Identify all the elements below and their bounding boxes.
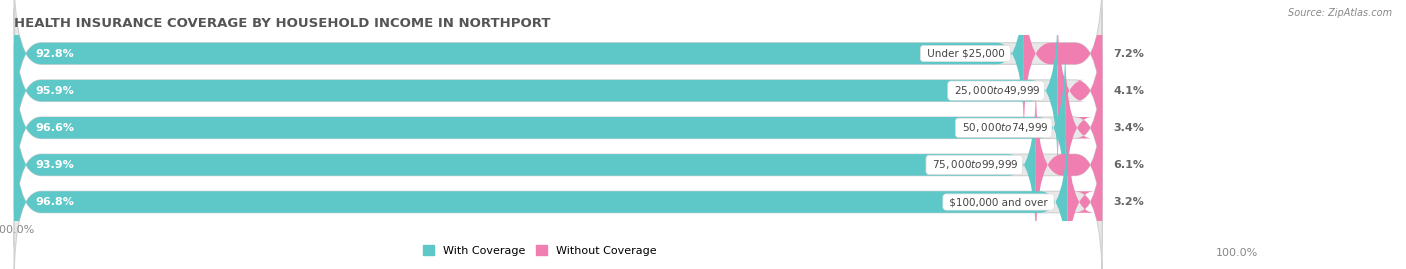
Text: 93.9%: 93.9% [35, 160, 75, 170]
FancyBboxPatch shape [14, 83, 1036, 247]
Text: $75,000 to $99,999: $75,000 to $99,999 [929, 158, 1019, 171]
FancyBboxPatch shape [1066, 46, 1102, 210]
Text: 7.2%: 7.2% [1114, 48, 1144, 59]
Text: $100,000 and over: $100,000 and over [946, 197, 1052, 207]
FancyBboxPatch shape [1067, 120, 1102, 269]
FancyBboxPatch shape [1024, 0, 1102, 136]
Text: 92.8%: 92.8% [35, 48, 75, 59]
Text: 96.6%: 96.6% [35, 123, 75, 133]
FancyBboxPatch shape [14, 46, 1102, 210]
FancyBboxPatch shape [1036, 83, 1102, 247]
Text: 100.0%: 100.0% [1216, 248, 1258, 258]
Text: 4.1%: 4.1% [1114, 86, 1144, 96]
Text: $25,000 to $49,999: $25,000 to $49,999 [950, 84, 1042, 97]
FancyBboxPatch shape [14, 0, 1102, 136]
FancyBboxPatch shape [14, 0, 1024, 136]
FancyBboxPatch shape [14, 83, 1102, 247]
Text: 3.2%: 3.2% [1114, 197, 1144, 207]
FancyBboxPatch shape [14, 9, 1102, 173]
Text: Under $25,000: Under $25,000 [924, 48, 1008, 59]
Text: Source: ZipAtlas.com: Source: ZipAtlas.com [1288, 8, 1392, 18]
Text: 96.8%: 96.8% [35, 197, 75, 207]
FancyBboxPatch shape [14, 46, 1066, 210]
Text: 6.1%: 6.1% [1114, 160, 1144, 170]
Text: HEALTH INSURANCE COVERAGE BY HOUSEHOLD INCOME IN NORTHPORT: HEALTH INSURANCE COVERAGE BY HOUSEHOLD I… [14, 17, 551, 30]
FancyBboxPatch shape [14, 9, 1057, 173]
Text: 3.4%: 3.4% [1114, 123, 1144, 133]
Text: 95.9%: 95.9% [35, 86, 75, 96]
Legend: With Coverage, Without Coverage: With Coverage, Without Coverage [423, 245, 657, 256]
FancyBboxPatch shape [1057, 9, 1102, 173]
FancyBboxPatch shape [14, 120, 1067, 269]
FancyBboxPatch shape [14, 120, 1102, 269]
Text: $50,000 to $74,999: $50,000 to $74,999 [959, 121, 1049, 134]
